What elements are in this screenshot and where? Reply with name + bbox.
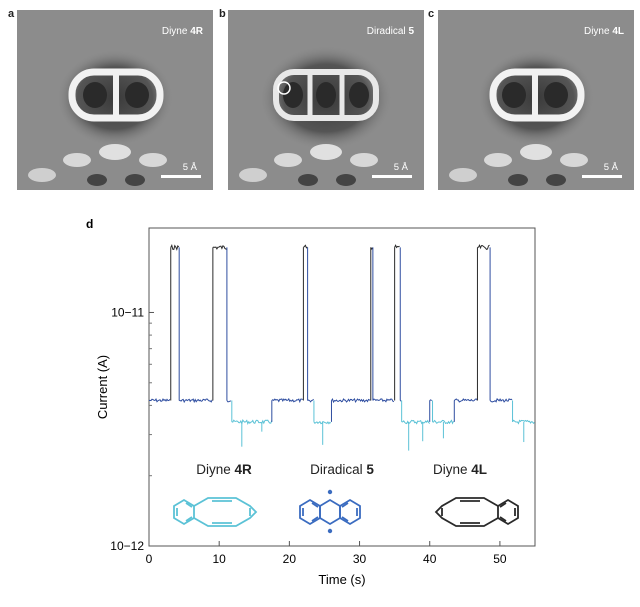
radical-dot-top [327,489,333,495]
trace-segment-mid [429,399,432,402]
trace-segment-mid [489,398,513,403]
trace-segment-low [401,419,431,425]
current-trace-chart: d 0 10 20 30 40 50 10−12 10−11 Time (s) Current… [86,217,536,587]
y-tick-label-0: 10−12 [110,539,144,553]
radical-dot-bottom [327,528,333,534]
scale-label-b: 5 Å [393,162,408,173]
trace-segment-mid [148,398,171,403]
structure-diradical-5 [299,498,361,526]
panel-letter-c: c [428,8,435,20]
scale-bar-b [372,175,412,178]
trace-segment-mid [453,398,478,403]
trace-segment-low [231,419,273,426]
scale-label-a: 5 Å [182,162,197,173]
trace-segment-low [512,419,535,425]
trace-segment-high [394,244,400,249]
structure-label-4R: Diyne 4R [196,462,252,477]
structure-diyne-4L [434,497,519,527]
x-tick-label-40: 40 [423,552,437,566]
trace-segment-high [212,245,228,250]
panel-letter-b: b [219,8,226,20]
afm-image-c: Diyne 4L 5 Å [438,10,634,190]
afm-image-a: Diyne 4R 5 Å [17,10,213,190]
trace-segment-mid [372,398,395,403]
scale-bar-c [582,175,622,178]
x-tick-label-50: 50 [493,552,507,566]
trace-segment-mid [400,400,402,402]
x-tick-label-30: 30 [353,552,367,566]
trace-segment-high [303,244,308,249]
structure-diyne-4R [173,497,258,527]
trace-segment-mid [307,398,314,403]
trace-segment-mid [331,397,371,404]
trace-segment-high [170,243,180,251]
scale-label-c: 5 Å [603,162,618,173]
trace-segment-mid [179,398,213,404]
afm-image-b: Diradical 5 5 Å [228,10,424,190]
structure-label-5: Diradical 5 [310,462,374,477]
x-tick-label-20: 20 [283,552,297,566]
x-axis-label: Time (s) [318,572,365,587]
x-tick-label-10: 10 [213,552,227,566]
afm-title-c: Diyne 4L [583,26,624,37]
trace-segment-high [477,243,490,251]
panel-letter-d: d [86,217,93,231]
trace-segment-mid [226,400,232,403]
trace-segment-low [432,419,454,425]
structure-label-4L: Diyne 4L [433,462,487,477]
afm-title-b: Diradical 5 [366,26,414,37]
x-tick-label-0: 0 [146,552,153,566]
plot-frame [148,227,536,547]
y-tick-label-1: 10−11 [111,305,144,319]
scale-bar-a [161,175,201,178]
afm-title-a: Diyne 4R [161,26,203,37]
y-axis-label: Current (A) [95,355,110,419]
panel-letter-a: a [8,8,15,20]
trace-segment-mid [271,397,303,404]
